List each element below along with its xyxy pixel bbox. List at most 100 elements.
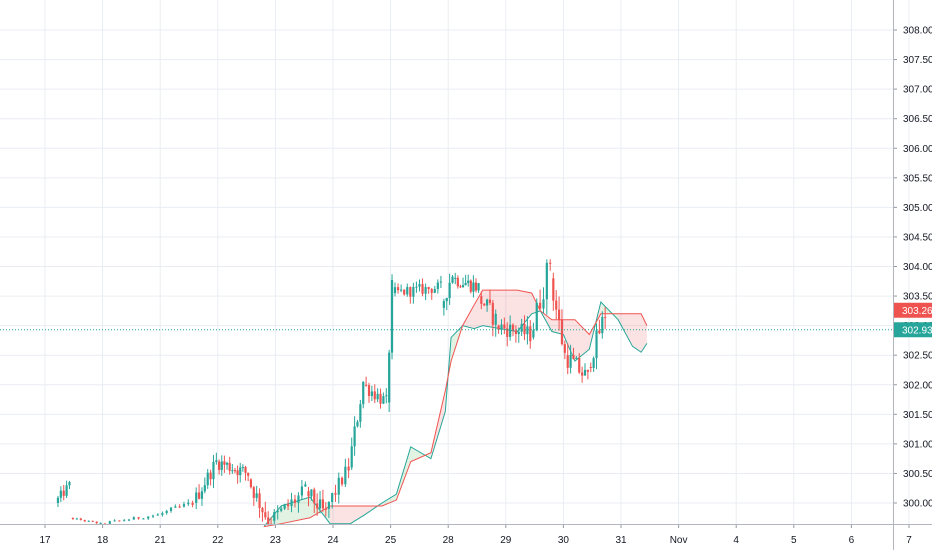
candle-body [456, 277, 459, 287]
candle-body [83, 520, 86, 522]
candle-body [497, 325, 500, 330]
candle-body [359, 404, 362, 422]
candle-body [472, 282, 475, 292]
y-tick-label: 306.00 [903, 144, 932, 155]
candle-body [228, 462, 231, 471]
candle-body [572, 354, 575, 360]
cloud-fill-segment [632, 313, 642, 353]
candle-body [520, 324, 523, 332]
candle-body [239, 467, 242, 476]
x-tick-label: 31 [615, 535, 627, 546]
candle-body [409, 287, 412, 297]
candle-body [563, 344, 566, 353]
candle-body [557, 309, 561, 320]
candle-body [448, 282, 451, 299]
cloud-fill-segment [482, 290, 501, 329]
candle-body [589, 367, 592, 369]
price-badge-bg [894, 302, 932, 318]
x-tick-label: 24 [327, 535, 339, 546]
y-tick-label: 300.00 [903, 499, 932, 510]
grid-layer [0, 0, 910, 524]
x-tick-label: 7 [906, 535, 912, 546]
candle-body [178, 506, 181, 508]
y-tick-label: 302.50 [903, 351, 932, 362]
x-tick-label: 23 [270, 535, 282, 546]
candle-body [233, 470, 237, 472]
candle-body [415, 286, 418, 288]
candle-body [91, 520, 94, 522]
candle-body [592, 358, 595, 368]
candle-body [509, 324, 512, 337]
candle-body [220, 461, 223, 470]
candle-body [223, 461, 226, 465]
candle-body [379, 393, 382, 404]
candle-body [412, 286, 415, 297]
candle-body [581, 372, 584, 376]
x-tick-label: 17 [39, 535, 51, 546]
candle-body [598, 330, 601, 334]
candle-body [187, 502, 190, 505]
candle-body [578, 357, 581, 373]
x-tick-label: 21 [155, 535, 167, 546]
candle-body [75, 518, 78, 520]
candle-body [310, 489, 313, 497]
candle-body [261, 507, 264, 513]
candle-body [197, 492, 201, 499]
candle-body [267, 517, 270, 524]
y-tick-label: 307.00 [903, 85, 932, 96]
candle-body [367, 385, 371, 396]
candle-body [503, 324, 506, 329]
candle-body [318, 499, 322, 509]
candle-body [347, 466, 350, 471]
candle-body [137, 517, 140, 519]
candle-body [68, 482, 71, 486]
candle-body [290, 499, 293, 507]
candle-body [283, 504, 286, 509]
x-tick-label: 22 [212, 535, 224, 546]
candle-body [337, 477, 340, 495]
cloud-fill-segment [330, 505, 351, 524]
candle-body [244, 467, 247, 473]
candle-body [427, 287, 430, 290]
candle-body [586, 369, 589, 372]
candle-body [393, 287, 397, 294]
candle-body [195, 492, 198, 503]
span-b-line [263, 289, 648, 528]
candle-body [485, 299, 489, 306]
candle-body [99, 522, 102, 524]
candle-body [488, 299, 492, 303]
candle-body [203, 485, 206, 492]
candle-body [604, 316, 607, 318]
candle-body [535, 302, 538, 331]
y-tick-label: 306.50 [903, 114, 932, 125]
candle-body [382, 396, 385, 404]
candle-body [483, 303, 486, 306]
candle-body [286, 504, 290, 507]
y-tick-label: 303.50 [903, 292, 932, 303]
candle-body [517, 331, 520, 335]
candle-body [514, 330, 517, 335]
y-tick-label: 305.00 [903, 203, 932, 214]
candle-body [506, 328, 509, 337]
y-tick-label: 302.00 [903, 380, 932, 391]
candle-body [247, 472, 250, 476]
candle-body [79, 518, 82, 521]
candle-body [191, 502, 194, 505]
candle-body [304, 484, 307, 487]
candle-body [252, 487, 255, 498]
x-tick-label: 6 [849, 535, 855, 546]
candle-body [451, 276, 454, 283]
candle-body [461, 285, 465, 288]
candle-body [601, 316, 604, 334]
candle-body [532, 330, 535, 338]
x-tick-label: 18 [97, 535, 109, 546]
price-badge-label: 303.26 [902, 306, 932, 317]
candle-body [370, 391, 373, 396]
candle-body [403, 289, 406, 295]
candle-body [500, 324, 503, 330]
candle-body [118, 520, 121, 522]
candle-body [327, 502, 330, 509]
candle-body [95, 521, 98, 524]
candle-body [552, 278, 555, 301]
